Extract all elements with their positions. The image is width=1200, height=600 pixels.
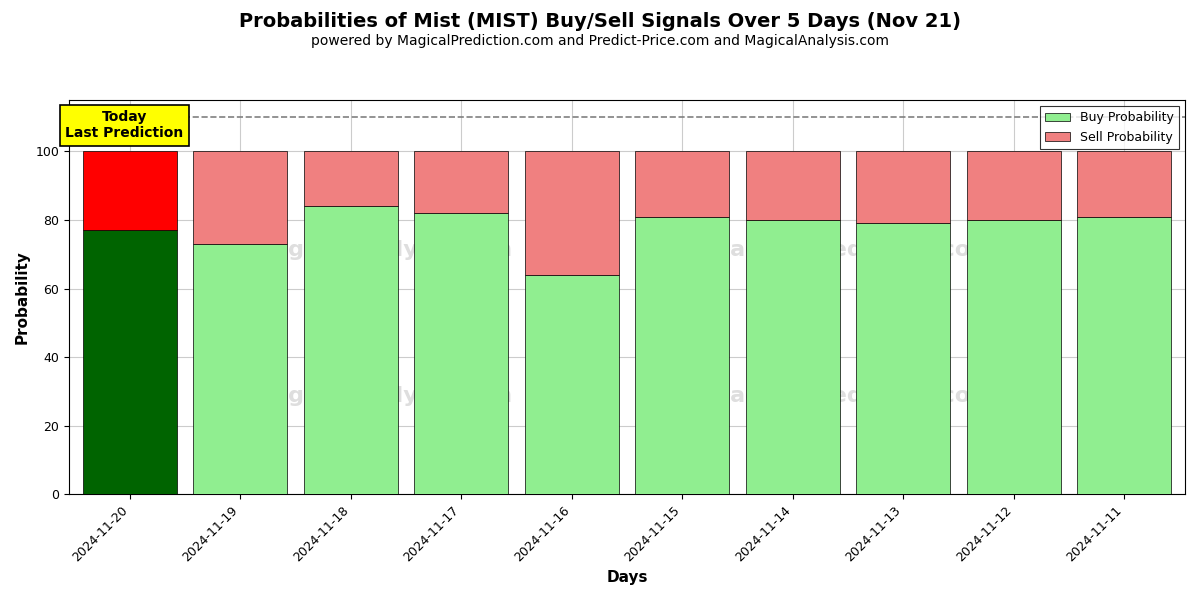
- Text: powered by MagicalPrediction.com and Predict-Price.com and MagicalAnalysis.com: powered by MagicalPrediction.com and Pre…: [311, 34, 889, 48]
- Bar: [967, 151, 1061, 220]
- Text: MagicalAnalysis.com: MagicalAnalysis.com: [251, 386, 512, 406]
- Bar: [857, 151, 950, 223]
- Bar: [746, 151, 840, 220]
- Text: MagicalPrediction.com: MagicalPrediction.com: [708, 386, 992, 406]
- Bar: [414, 213, 509, 494]
- Bar: [304, 151, 398, 206]
- Bar: [1078, 217, 1171, 494]
- Legend: Buy Probability, Sell Probability: Buy Probability, Sell Probability: [1040, 106, 1178, 149]
- Bar: [83, 230, 176, 494]
- Bar: [746, 220, 840, 494]
- Text: MagicalAnalysis.com: MagicalAnalysis.com: [251, 240, 512, 260]
- Bar: [83, 151, 176, 230]
- Bar: [857, 223, 950, 494]
- X-axis label: Days: Days: [606, 570, 648, 585]
- Bar: [524, 275, 619, 494]
- Bar: [635, 217, 730, 494]
- Bar: [524, 151, 619, 275]
- Bar: [304, 206, 398, 494]
- Text: Today
Last Prediction: Today Last Prediction: [65, 110, 184, 140]
- Bar: [414, 151, 509, 213]
- Bar: [193, 244, 287, 494]
- Bar: [967, 220, 1061, 494]
- Bar: [193, 151, 287, 244]
- Text: MagicalPrediction.com: MagicalPrediction.com: [708, 240, 992, 260]
- Text: Probabilities of Mist (MIST) Buy/Sell Signals Over 5 Days (Nov 21): Probabilities of Mist (MIST) Buy/Sell Si…: [239, 12, 961, 31]
- Bar: [1078, 151, 1171, 217]
- Y-axis label: Probability: Probability: [16, 250, 30, 344]
- Bar: [635, 151, 730, 217]
